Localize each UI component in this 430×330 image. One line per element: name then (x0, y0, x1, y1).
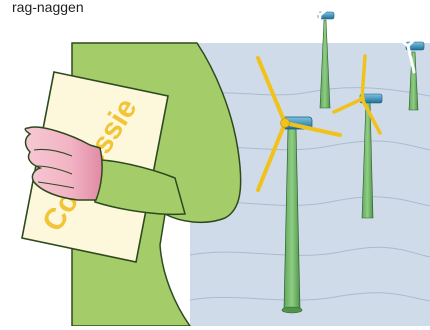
wind-turbine-distant-center (304, 0, 340, 109)
wind-turbine-mid (332, 54, 383, 219)
wind-turbine-distant-right (388, 26, 428, 111)
person-arm (87, 158, 186, 216)
wind-turbine-foreground (256, 56, 342, 314)
hand (24, 126, 103, 201)
caption-text: rag-naggen (12, 0, 84, 15)
